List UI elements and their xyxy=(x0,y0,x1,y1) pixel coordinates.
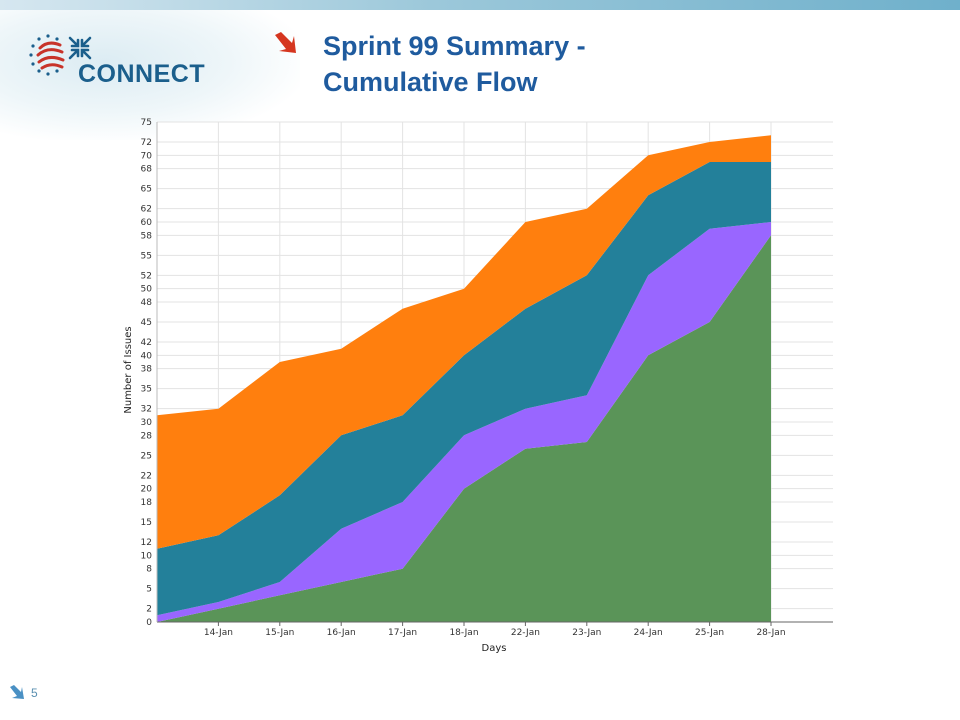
top-accent-bar xyxy=(0,0,960,10)
y-tick-label: 15 xyxy=(141,518,152,528)
y-tick-label: 45 xyxy=(141,318,152,328)
connect-logo xyxy=(29,34,92,76)
y-tick-label: 68 xyxy=(141,165,153,175)
x-tick-label: 14-Jan xyxy=(204,628,233,638)
chart-areas xyxy=(157,135,771,623)
y-tick-label: 52 xyxy=(141,271,152,281)
page-number: 5 xyxy=(31,686,38,700)
y-tick-label: 30 xyxy=(141,418,153,428)
x-tick-label: 18-Jan xyxy=(449,628,478,638)
y-tick-label: 42 xyxy=(141,338,152,348)
x-tick-label: 22-Jan xyxy=(511,628,540,638)
y-tick-label: 55 xyxy=(141,251,152,261)
x-axis-title: Days xyxy=(482,643,507,654)
y-tick-label: 65 xyxy=(141,185,152,195)
logo-background-glow xyxy=(0,10,300,140)
y-tick-label: 0 xyxy=(146,618,152,628)
y-tick-label: 8 xyxy=(146,565,152,575)
y-tick-label: 58 xyxy=(141,231,153,241)
logo-wordmark: CONNECT xyxy=(78,60,206,88)
area-series-3 xyxy=(157,162,771,616)
diagonal-arrow-down-right-icon xyxy=(10,685,24,699)
y-axis-title: Number of Issues xyxy=(123,326,134,413)
y-tick-label: 70 xyxy=(141,151,153,161)
y-tick-label: 35 xyxy=(141,385,152,395)
y-tick-label: 2 xyxy=(146,605,152,615)
y-tick-label: 22 xyxy=(141,471,152,481)
chart-axes xyxy=(156,122,833,623)
y-tick-label: 25 xyxy=(141,451,152,461)
y-tick-label: 72 xyxy=(141,138,152,148)
y-tick-label: 62 xyxy=(141,205,152,215)
logo-star-ring xyxy=(29,34,59,76)
x-tick-label: 28-Jan xyxy=(756,628,785,638)
area-series-1 xyxy=(157,235,771,623)
y-tick-label: 75 xyxy=(141,118,152,128)
x-tick-labels: 14-Jan 15-Jan 16-Jan 17-Jan 18-Jan 22-Jan 23-J… xyxy=(204,622,786,638)
slide-title-line-2: Cumulative Flow xyxy=(323,67,538,97)
y-tick-label: 40 xyxy=(141,351,153,361)
y-tick-label: 32 xyxy=(141,405,152,415)
y-tick-label: 50 xyxy=(141,285,153,295)
y-tick-label: 60 xyxy=(141,218,153,228)
x-tick-label: 16-Jan xyxy=(327,628,356,638)
y-tick-label: 12 xyxy=(141,538,152,548)
x-tick-label: 15-Jan xyxy=(265,628,294,638)
logo-arrows-icon xyxy=(68,36,92,60)
logo-swirl xyxy=(36,41,65,70)
y-tick-label: 28 xyxy=(141,431,153,441)
y-tick-label: 5 xyxy=(146,585,152,595)
diagonal-arrow-down-right-icon xyxy=(275,32,296,53)
x-tick-label: 25-Jan xyxy=(695,628,724,638)
slide-title-line-1: Sprint 99 Summary - xyxy=(323,31,586,61)
x-tick-label: 17-Jan xyxy=(388,628,417,638)
y-tick-label: 18 xyxy=(141,498,153,508)
y-tick-label: 10 xyxy=(141,551,153,561)
y-tick-labels: 0258101215182022252830323538404245485052… xyxy=(141,118,153,628)
y-tick-label: 20 xyxy=(141,485,153,495)
area-series-4 xyxy=(157,135,771,549)
x-tick-label: 24-Jan xyxy=(634,628,663,638)
slide-title: Sprint 99 Summary - Cumulative Flow xyxy=(323,28,586,100)
area-series-2 xyxy=(157,222,771,622)
y-tick-label: 48 xyxy=(141,298,153,308)
x-tick-label: 23-Jan xyxy=(572,628,601,638)
y-tick-label: 38 xyxy=(141,365,153,375)
